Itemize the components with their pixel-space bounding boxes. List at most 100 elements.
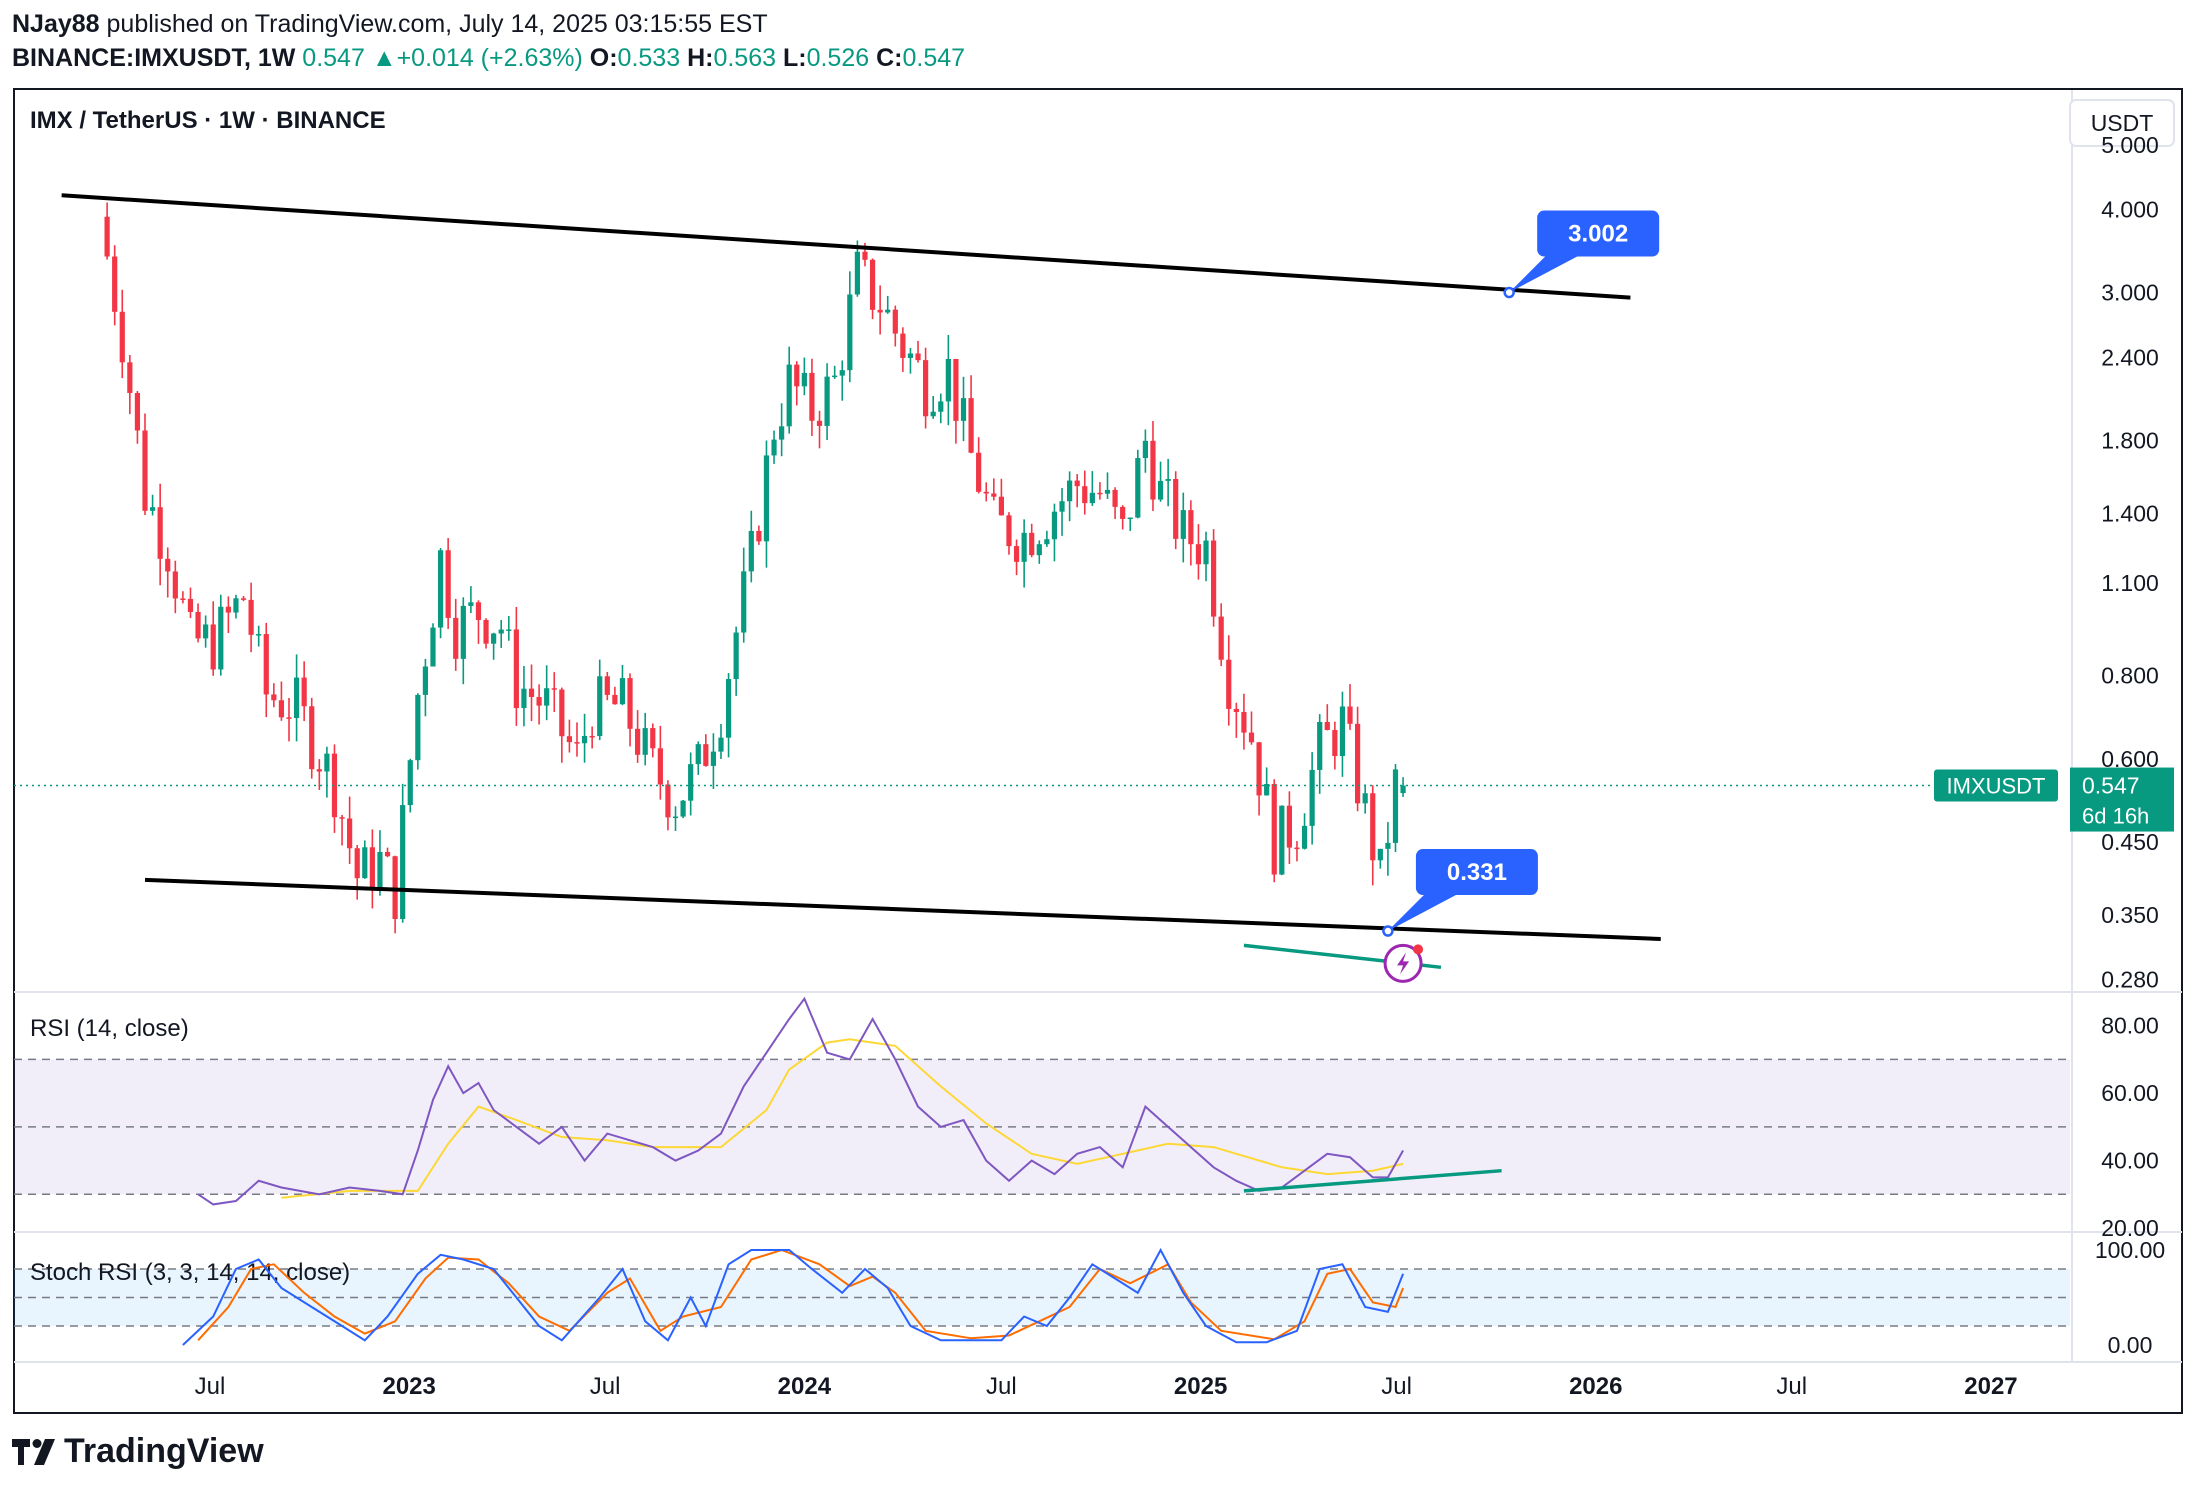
currency-box xyxy=(2069,99,2175,147)
price-tick-label: 0.350 xyxy=(2101,902,2159,928)
candle-body xyxy=(1074,480,1080,487)
candle-body xyxy=(672,816,679,819)
pane-title-rsi: RSI (14, close) xyxy=(30,1015,189,1042)
callout-label: 3.002 xyxy=(1568,221,1628,248)
candle-body xyxy=(612,694,618,705)
candle-body xyxy=(475,602,482,620)
price-tick-label: 0.450 xyxy=(2101,829,2159,855)
candle-body xyxy=(362,847,368,879)
candle-body xyxy=(157,507,163,559)
candle-body xyxy=(256,634,262,636)
candle-body xyxy=(134,392,141,431)
candle-body xyxy=(968,398,974,453)
candle-body xyxy=(104,216,110,257)
stoch-k-line xyxy=(182,1247,1405,1346)
candle-body xyxy=(854,251,861,295)
candle-body xyxy=(718,737,724,752)
candle-body xyxy=(824,376,830,426)
published-text: published on TradingView.com, July 14, 2… xyxy=(106,10,768,38)
candle-body xyxy=(794,364,800,387)
time-tick-label: 2025 xyxy=(1174,1373,1227,1400)
candle-body xyxy=(559,689,565,737)
candle-body xyxy=(786,364,792,427)
tradingview-logo[interactable]: TradingView xyxy=(12,1432,264,1471)
last-price: 0.547 xyxy=(302,44,365,72)
candle-body xyxy=(809,372,815,421)
price-tick-label: 4.000 xyxy=(2101,196,2159,222)
candle-body xyxy=(1127,517,1133,520)
time-tick-label: Jul xyxy=(1381,1373,1412,1400)
candle-body xyxy=(445,550,451,618)
candle-body xyxy=(695,744,701,765)
time-tick-label: 2024 xyxy=(778,1373,832,1400)
price-tick-label: 2.400 xyxy=(2101,344,2159,370)
candle-body xyxy=(407,760,413,806)
candle-body xyxy=(1089,492,1095,504)
candle-body xyxy=(1135,458,1141,518)
candle-body xyxy=(1036,544,1042,556)
time-tick-label: Jul xyxy=(195,1373,226,1400)
rsi-tick-label: 80.00 xyxy=(2101,1013,2159,1039)
stoch-tick-label: 100.00 xyxy=(2095,1237,2165,1263)
channel-upper-line xyxy=(61,193,1631,300)
candle-body xyxy=(869,259,876,310)
candle-body xyxy=(240,598,247,600)
candle-body xyxy=(468,602,474,606)
callout-anchor xyxy=(1382,925,1394,937)
rsi-tick-label: 20.00 xyxy=(2101,1215,2159,1241)
last-price-tag xyxy=(2070,767,2174,832)
price-tick-label: 1.800 xyxy=(2101,428,2159,454)
time-tick-label: 2023 xyxy=(382,1373,435,1400)
stoch-d-line xyxy=(197,1248,1405,1341)
candle-body xyxy=(324,753,330,772)
flash-marker xyxy=(1383,943,1424,983)
candle-body xyxy=(112,256,118,312)
candle-body xyxy=(1309,769,1315,826)
currency-label: USDT xyxy=(2091,110,2154,136)
rsi-tick-label: 40.00 xyxy=(2101,1148,2159,1174)
callout-pointer xyxy=(1509,256,1578,293)
rsi-tick-label: 60.00 xyxy=(2101,1080,2159,1106)
candle-body xyxy=(1029,532,1035,556)
candle-body xyxy=(430,627,436,667)
low-value: 0.526 xyxy=(806,44,870,72)
lightning-icon xyxy=(1397,952,1410,975)
candle-body xyxy=(331,753,338,818)
candle-body xyxy=(1370,793,1376,861)
candle-body xyxy=(1264,783,1270,796)
candle-body xyxy=(1294,847,1300,850)
callout-pointer xyxy=(1387,895,1456,932)
candle-body xyxy=(1165,478,1171,481)
candle-body xyxy=(1226,659,1232,709)
candle-body xyxy=(195,611,201,639)
candle-body xyxy=(665,784,671,818)
candle-body xyxy=(1188,510,1194,545)
candle-body xyxy=(635,728,641,755)
candle-body xyxy=(1173,478,1179,539)
candle-body xyxy=(248,599,254,635)
candle-body xyxy=(210,624,216,670)
high-label: H: xyxy=(687,44,714,72)
candle-body xyxy=(976,452,982,492)
candle-body xyxy=(566,736,573,743)
candle-body xyxy=(1248,732,1255,743)
candle-body xyxy=(991,493,997,497)
candle-body xyxy=(953,358,959,421)
author-name[interactable]: NJay88 xyxy=(12,10,100,38)
candle-body xyxy=(339,817,345,819)
candle-body xyxy=(900,333,906,358)
price-tick-label: 1.100 xyxy=(2101,570,2159,596)
symbol-interval: BINANCE:IMXUSDT, 1W xyxy=(12,44,296,72)
candle-body xyxy=(453,617,459,659)
candle-body xyxy=(930,411,936,417)
candle-body xyxy=(225,606,231,613)
candle-body xyxy=(301,677,307,707)
stoch-tick-label: 0.00 xyxy=(2108,1332,2153,1358)
candle-body xyxy=(907,353,914,358)
time-tick-label: 2027 xyxy=(1964,1373,2017,1400)
candle-body xyxy=(422,666,429,695)
candle-body xyxy=(1104,489,1111,494)
candle-body xyxy=(725,679,732,738)
